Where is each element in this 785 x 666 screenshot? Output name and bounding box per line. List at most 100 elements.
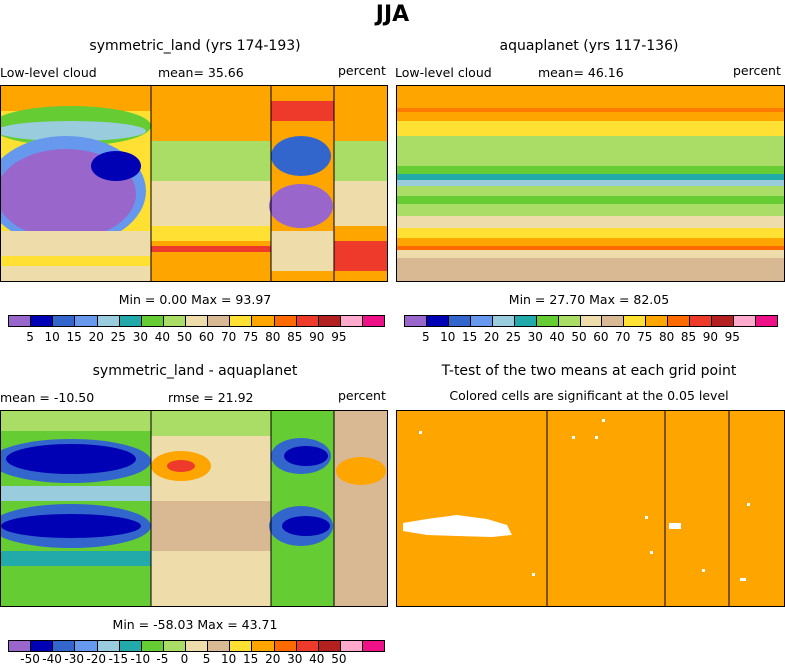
panel2-colorbar-swatch	[536, 316, 559, 326]
panel3-colorbar-tick-label: 5	[202, 652, 211, 666]
panel1-title: symmetric_land (yrs 174-193)	[89, 38, 301, 54]
panel3-units-label: percent	[338, 388, 386, 403]
panel3-colorbar-tick-label: -50	[20, 652, 40, 666]
panel2-variable-label: Low-level cloud	[395, 65, 492, 80]
panel2-colorbar-tick-label: 5	[422, 330, 430, 344]
panel1-colorbar-tick-label: 20	[88, 330, 104, 344]
panel2-colorbar-swatch	[756, 316, 777, 326]
panel2-colorbar-tick-label: 70	[615, 330, 631, 344]
panel2-colorbar-tick-label: 85	[680, 330, 697, 344]
panel3-minmax: Min = -58.03 Max = 43.71	[112, 617, 278, 632]
panel1-colorbar-tick-label: 15	[66, 330, 82, 344]
panel1-colorbar-swatch	[186, 316, 209, 326]
panel2-colorbar-swatch	[470, 316, 493, 326]
panel4-subtitle: Colored cells are significant at the 0.0…	[449, 388, 729, 403]
panel2-colorbar-tick-label: 80	[658, 330, 675, 344]
panel2-colorbar-swatch	[624, 316, 647, 326]
panel3-colorbar-swatch	[119, 641, 142, 651]
panel3-colorbar-swatch	[318, 641, 341, 651]
panel3-colorbar-swatch	[363, 641, 385, 651]
panel3-colorbar-swatch	[340, 641, 363, 651]
panel1-colorbar-tick-label: 75	[243, 330, 259, 344]
panel1-colorbar-tick-label: 5	[26, 330, 34, 344]
panel2-colorbar-tick-label: 15	[462, 330, 478, 344]
panel1-colorbar-swatch	[274, 316, 297, 326]
panel1-colorbar-swatch	[363, 316, 385, 326]
panel2-colorbar-swatch	[668, 316, 691, 326]
panel3-colorbar-swatch	[230, 641, 253, 651]
panel1-colorbar-swatch	[252, 316, 275, 326]
panel1-mean-label: mean= 35.66	[158, 65, 244, 80]
panel3-colorbar-swatch	[31, 641, 54, 651]
panel1-colorbar-swatch	[296, 316, 319, 326]
panel2-colorbar-tick-label: 25	[505, 330, 522, 344]
panel2-colorbar-swatch	[712, 316, 735, 326]
panel2-colorbar-swatch	[646, 316, 669, 326]
panel4-title: T-test of the two means at each grid poi…	[441, 363, 737, 379]
panel1-colorbar-tick-label: 90	[309, 330, 325, 344]
panel2-colorbar-swatch	[514, 316, 537, 326]
panel3-colorbar-tick-label: -40	[42, 652, 62, 666]
panel1-colorbar-tick-label: 80	[265, 330, 281, 344]
panel2-colorbar-tick-label: 75	[637, 330, 653, 344]
panel1-colorbar-swatch	[318, 316, 341, 326]
panel2-colorbar-swatch	[734, 316, 756, 326]
panel2-colorbar-swatch	[405, 316, 427, 326]
panel1-colorbar	[8, 315, 385, 327]
panel3-colorbar-tick-label: -20	[86, 652, 107, 666]
panel1-colorbar-tick-label: 40	[154, 330, 171, 344]
panel1-colorbar-tick-label: 70	[220, 330, 237, 344]
panel3-colorbar-swatch	[163, 641, 186, 651]
panel3-colorbar-tick-label: 0	[180, 652, 189, 666]
panel3-colorbar-tick-label: -30	[64, 652, 84, 666]
panel2-colorbar-tick-label: 30	[527, 330, 543, 344]
panel4-map	[396, 410, 785, 607]
panel1-colorbar-labels: 5 10 15 20 25 30 40 50 60 70 75 80 85 90 95	[8, 330, 383, 344]
panel3-colorbar-tick-label: 20	[265, 652, 281, 666]
panel3-colorbar-swatch	[53, 641, 76, 651]
panel2-colorbar	[404, 315, 778, 327]
panel3-mean-label: mean = -10.50	[0, 390, 95, 405]
panel1-colorbar-tick-label: 10	[44, 330, 60, 344]
panel2-colorbar-swatch	[492, 316, 515, 326]
panel2-colorbar-tick-label: 95	[724, 330, 740, 344]
panel2-colorbar-swatch	[690, 316, 713, 326]
panel2-mean-label: mean= 46.16	[538, 65, 624, 80]
panel3-rmse-label: rmse = 21.92	[168, 390, 254, 405]
panel3-colorbar-tick-label: -5	[156, 652, 169, 666]
panel2-colorbar-tick-label: 90	[702, 330, 718, 344]
panel3-colorbar-labels: -50 -40 -30 -20 -15 -10 -5 0 5 10 15 20 30 40 50	[8, 652, 383, 666]
panel3-colorbar-swatch	[141, 641, 164, 651]
panel3-colorbar	[8, 640, 385, 652]
panel3-colorbar-tick-label: -15	[108, 652, 129, 666]
panel2-map	[396, 85, 785, 282]
panel3-colorbar-swatch	[97, 641, 120, 651]
panel1-colorbar-swatch	[97, 316, 120, 326]
panel3-colorbar-tick-label: 15	[243, 652, 259, 666]
panel1-colorbar-swatch	[230, 316, 253, 326]
panel1-colorbar-swatch	[9, 316, 32, 326]
panel1-colorbar-tick-label: 50	[176, 330, 193, 344]
panel2-title: aquaplanet (yrs 117-136)	[499, 38, 679, 54]
panel2-colorbar-tick-label: 20	[483, 330, 500, 344]
panel1-colorbar-tick-label: 95	[331, 330, 347, 344]
panel2-colorbar-tick-label: 50	[571, 330, 587, 344]
panel3-colorbar-swatch	[186, 641, 209, 651]
panel3-colorbar-swatch	[75, 641, 98, 651]
panel1-colorbar-tick-label: 25	[110, 330, 126, 344]
panel1-colorbar-swatch	[53, 316, 76, 326]
panel3-colorbar-swatch	[9, 641, 32, 651]
panel3-colorbar-tick-label: 30	[287, 652, 303, 666]
panel1-colorbar-swatch	[141, 316, 164, 326]
panel1-minmax: Min = 0.00 Max = 93.97	[118, 292, 272, 307]
panel3-colorbar-swatch	[296, 641, 319, 651]
panel1-colorbar-swatch	[31, 316, 54, 326]
panel2-units-label: percent	[733, 63, 781, 78]
panel1-colorbar-tick-label: 85	[287, 330, 303, 344]
panel3-colorbar-swatch	[252, 641, 275, 651]
panel3-colorbar-swatch	[274, 641, 297, 651]
panel2-colorbar-swatch	[448, 316, 471, 326]
panel1-colorbar-swatch	[340, 316, 363, 326]
panel3-map	[0, 410, 388, 607]
panel1-colorbar-swatch	[163, 316, 186, 326]
